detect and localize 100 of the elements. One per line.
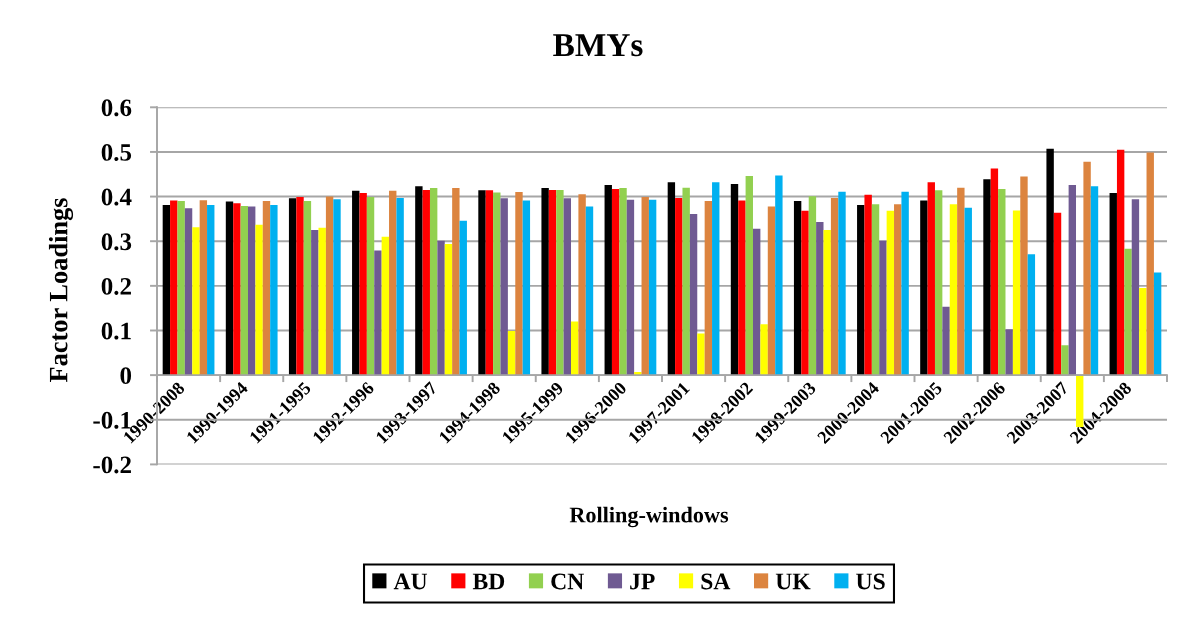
bar: [604, 184, 612, 376]
bar: [192, 227, 200, 376]
bar: [934, 190, 943, 376]
bar: [396, 197, 404, 376]
bar: [1109, 193, 1117, 376]
legend-label: SA: [701, 573, 731, 590]
legend-label: CN: [551, 573, 584, 590]
chart-title: BMYs: [553, 34, 643, 57]
bar: [452, 188, 460, 376]
bar: [162, 205, 171, 376]
bar: [170, 200, 178, 376]
bar: [311, 230, 319, 376]
bar: [1020, 176, 1028, 376]
bar: [1046, 148, 1054, 376]
y-tick-label: 0.1: [101, 322, 131, 340]
bar: [585, 206, 594, 376]
legend-label: AU: [393, 573, 428, 590]
bar: [1053, 212, 1062, 376]
bar: [886, 210, 895, 376]
bar: [225, 201, 234, 376]
bar: [270, 205, 278, 376]
bar: [352, 190, 360, 376]
bar: [240, 205, 248, 376]
y-tick-label: 0.6: [101, 99, 132, 117]
bar: [704, 201, 713, 376]
bar: [808, 196, 817, 376]
bar: [1012, 210, 1021, 376]
bar: [920, 200, 928, 376]
bar: [325, 196, 334, 376]
bar: [823, 230, 831, 376]
bar: [745, 176, 753, 376]
bar: [682, 187, 690, 376]
bar: [233, 203, 241, 376]
bar: [998, 188, 1006, 376]
bar: [983, 179, 991, 376]
bar: [830, 197, 839, 376]
bar: [927, 182, 935, 376]
bar: [333, 199, 341, 376]
legend-label: BD: [472, 573, 505, 590]
bar: [415, 186, 423, 376]
bar: [262, 201, 271, 376]
bar: [626, 199, 635, 376]
bar: [712, 182, 720, 376]
legend-label: JP: [630, 573, 655, 590]
bar: [793, 201, 802, 376]
bar: [752, 228, 761, 376]
bar: [1061, 345, 1069, 376]
y-tick-label: 0.2: [101, 277, 131, 295]
bar: [515, 192, 523, 376]
bar: [857, 205, 865, 376]
bar: [459, 220, 467, 376]
bar: [1146, 152, 1154, 376]
bar: [801, 210, 809, 376]
bar: [522, 200, 531, 376]
bar: [730, 184, 739, 376]
bar: [738, 200, 746, 376]
bar: [675, 197, 683, 376]
bar: [389, 190, 397, 376]
bar: [1124, 248, 1132, 376]
bar: [964, 207, 972, 376]
bar: [816, 222, 824, 376]
bar: [1068, 184, 1077, 376]
bar: [247, 206, 256, 376]
bar: [838, 191, 846, 376]
bar: [619, 188, 627, 376]
bar: [942, 306, 950, 376]
bar: [578, 194, 586, 376]
bar: [444, 243, 453, 376]
bar: [1090, 186, 1099, 376]
bar: [199, 200, 208, 376]
bar: [255, 224, 263, 376]
bar: [207, 205, 215, 376]
bar: [507, 330, 516, 376]
bar: [556, 189, 564, 376]
bar: [1116, 149, 1125, 376]
bar: [177, 201, 185, 376]
y-tick-label: 0.5: [101, 143, 132, 161]
bar: [1005, 329, 1013, 376]
bar: [949, 204, 958, 376]
y-tick-label: 0.3: [101, 233, 132, 251]
bar: [901, 191, 909, 376]
bar: [1139, 288, 1147, 376]
y-tick-label: -0.2: [93, 456, 131, 474]
bar: [374, 250, 382, 376]
bar: [381, 236, 390, 376]
bar: [437, 240, 445, 376]
bar: [563, 198, 572, 376]
bar: [288, 198, 297, 376]
bar: [485, 190, 494, 376]
bar: [864, 194, 872, 376]
bar: [767, 206, 776, 376]
legend-label: US: [856, 573, 885, 590]
bar: [500, 198, 508, 376]
bar: [478, 190, 486, 376]
bar: [894, 204, 902, 376]
bar: [366, 197, 375, 376]
bar: [548, 189, 557, 376]
y-tick-label: 0.4: [101, 188, 132, 206]
bar: [879, 240, 887, 376]
bar: [641, 197, 649, 376]
